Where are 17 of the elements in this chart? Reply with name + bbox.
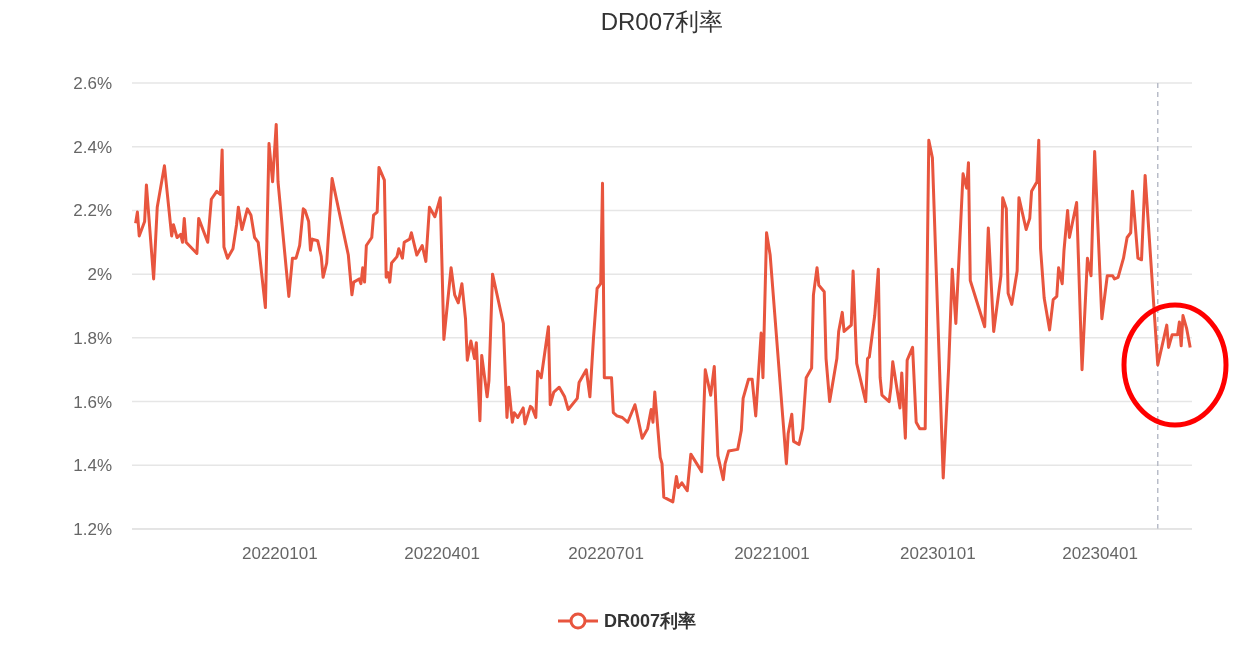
chart-title: DR007利率 bbox=[599, 7, 725, 37]
legend-label: DR007利率 bbox=[603, 610, 697, 633]
y-tick-label: 2.2% bbox=[73, 201, 112, 221]
x-tick-label: 20230101 bbox=[900, 544, 976, 564]
x-tick-label: 20220701 bbox=[568, 544, 644, 564]
line-series bbox=[134, 122, 1192, 504]
y-tick-label: 2.6% bbox=[73, 74, 112, 94]
y-tick-label: 1.4% bbox=[73, 456, 112, 476]
x-tick-label: 20220401 bbox=[404, 544, 480, 564]
y-tick-label: 1.8% bbox=[73, 328, 112, 348]
x-tick-label: 20230401 bbox=[1062, 544, 1138, 564]
x-tick-label: 20220101 bbox=[242, 544, 318, 564]
y-tick-label: 1.6% bbox=[73, 392, 112, 412]
y-tick-label: 1.2% bbox=[73, 520, 112, 540]
y-tick-label: 2% bbox=[87, 265, 112, 285]
x-tick-label: 20221001 bbox=[734, 544, 810, 564]
y-tick-label: 2.4% bbox=[73, 137, 112, 157]
